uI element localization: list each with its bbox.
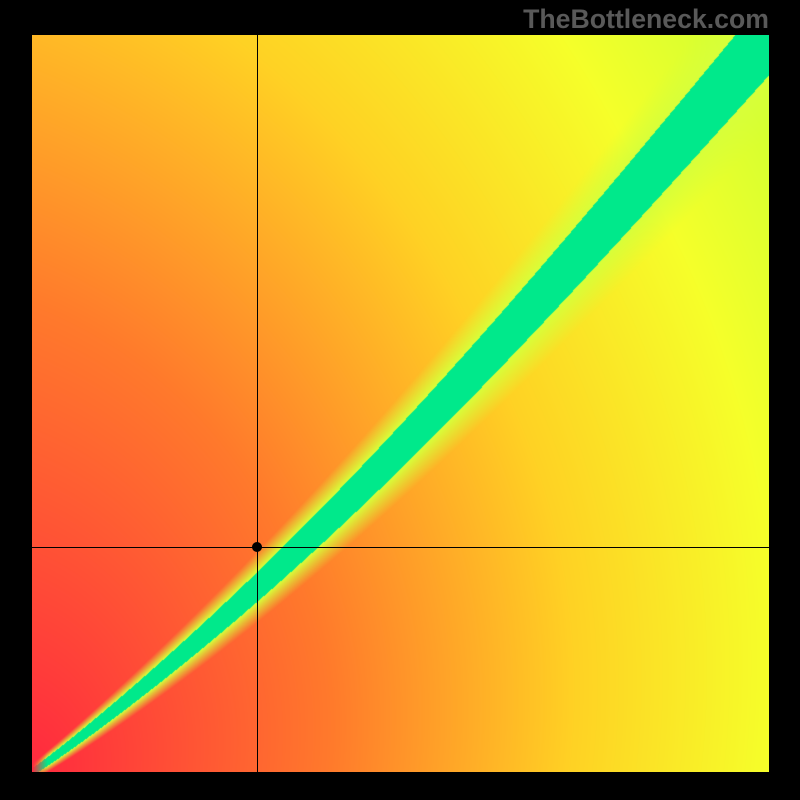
- crosshair-horizontal: [32, 547, 769, 548]
- watermark-text: TheBottleneck.com: [523, 4, 769, 35]
- marker-point: [252, 542, 262, 552]
- chart-frame: TheBottleneck.com: [0, 0, 800, 800]
- crosshair-vertical: [257, 35, 258, 772]
- heatmap-plot: [32, 35, 769, 772]
- heatmap-canvas: [32, 35, 769, 772]
